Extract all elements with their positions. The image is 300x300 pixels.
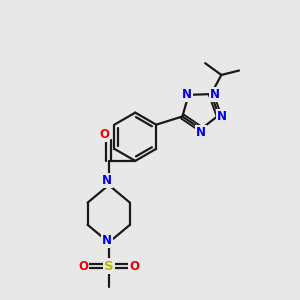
Text: O: O [79, 260, 88, 272]
Text: N: N [102, 174, 112, 187]
Text: N: N [102, 235, 112, 248]
Text: O: O [99, 128, 110, 141]
Text: N: N [210, 88, 220, 100]
Text: N: N [196, 126, 206, 139]
Text: N: N [217, 110, 227, 123]
Text: O: O [129, 260, 139, 272]
Text: N: N [182, 88, 192, 101]
Text: S: S [104, 260, 114, 272]
